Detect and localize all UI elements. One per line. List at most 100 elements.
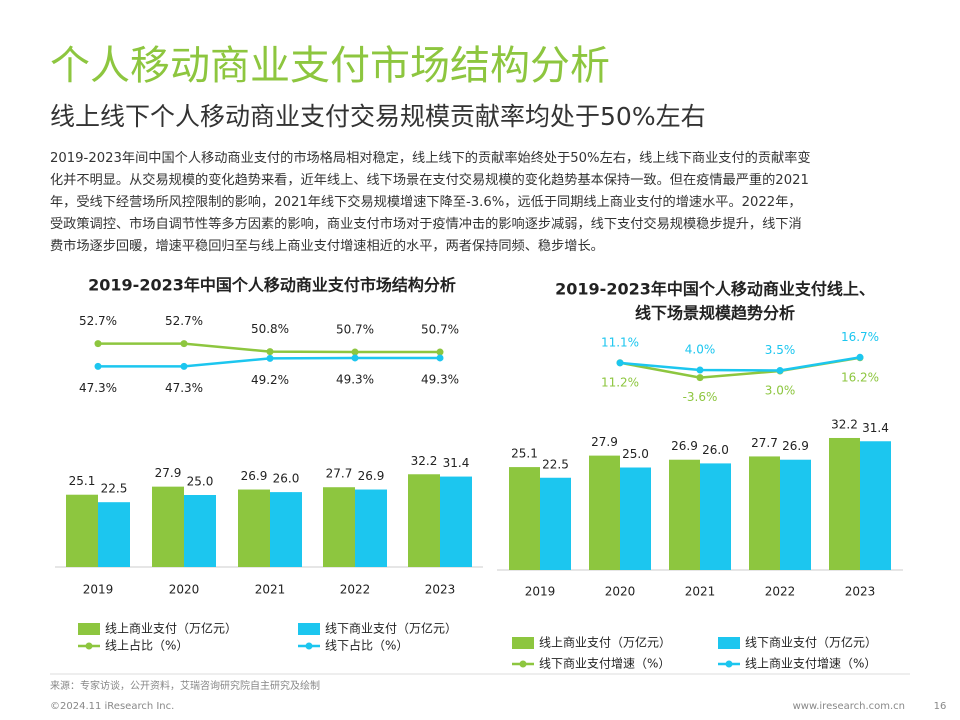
paragraph-line: 化并不明显。从交易规模的变化趋势来看，近年线上、线下场景在支付交易规模的变化趋势… bbox=[50, 171, 809, 188]
legend-swatch bbox=[725, 660, 733, 668]
line-point bbox=[436, 348, 444, 356]
slide-title: 个人移动商业支付市场结构分析 bbox=[50, 43, 610, 89]
line-value-label: 52.7% bbox=[79, 314, 117, 328]
line-value-label: 11.2% bbox=[601, 375, 639, 389]
line-point bbox=[696, 374, 704, 382]
line-point bbox=[776, 367, 784, 374]
legend-label: 线上占比（%） bbox=[105, 638, 188, 653]
website: www.iresearch.com.cn bbox=[793, 701, 905, 712]
line-point bbox=[856, 353, 864, 361]
paragraph-line: 受政策调控、市场自调节性等多方因素的影响，商业支付市场对于疫情冲击的影响逐步减弱… bbox=[50, 215, 802, 232]
slide-subtitle: 线上线下个人移动商业支付交易规模贡献率均处于50%左右 bbox=[50, 102, 706, 131]
bar bbox=[509, 467, 540, 570]
paragraph-line: 年，受线下经营场所风控限制的影响，2021年线下交易规模增速下降至-3.6%，远… bbox=[50, 193, 802, 210]
source: 来源：专家访谈，公开资料，艾瑞咨询研究院自主研究及绘制 bbox=[50, 679, 320, 692]
bar bbox=[780, 459, 811, 570]
x-tick-label: 2021 bbox=[685, 585, 716, 599]
bar-value-label: 26.0 bbox=[702, 443, 729, 457]
bar-value-label: 27.9 bbox=[591, 435, 618, 449]
line-point bbox=[266, 348, 274, 356]
legend-label: 线上商业支付（万亿元） bbox=[105, 621, 237, 636]
line-value-label: 49.3% bbox=[336, 372, 374, 386]
bar bbox=[669, 459, 700, 570]
line-value-label: 3.0% bbox=[765, 384, 796, 398]
bar-value-label: 27.7 bbox=[751, 436, 778, 450]
legend-swatch bbox=[512, 637, 534, 649]
bar bbox=[152, 486, 184, 567]
line-value-label: 50.8% bbox=[251, 322, 289, 336]
legend-swatch bbox=[305, 642, 313, 650]
line-point bbox=[94, 362, 102, 370]
bar bbox=[270, 492, 302, 567]
line-value-label: 50.7% bbox=[421, 323, 459, 337]
legend-swatch bbox=[298, 623, 320, 635]
line-point bbox=[266, 354, 274, 362]
line-value-label: 11.1% bbox=[601, 335, 639, 349]
legend-label: 线下商业支付（万亿元） bbox=[745, 635, 877, 650]
bar-value-label: 32.2 bbox=[411, 454, 438, 468]
chart-title: 2019-2023年中国个人移动商业支付市场结构分析 bbox=[88, 276, 456, 295]
line-value-label: -3.6% bbox=[683, 390, 718, 404]
bar bbox=[323, 487, 355, 567]
bar-value-label: 25.0 bbox=[187, 475, 214, 489]
bar bbox=[829, 437, 860, 570]
bar-value-label: 26.9 bbox=[782, 439, 809, 453]
line-value-label: 49.2% bbox=[251, 373, 289, 387]
line-value-label: 47.3% bbox=[165, 381, 203, 395]
line-point bbox=[94, 340, 102, 348]
line-point bbox=[696, 366, 704, 374]
legend-label: 线下商业支付增速（%） bbox=[539, 656, 670, 671]
legend-swatch bbox=[85, 642, 93, 650]
line-value-label: 3.5% bbox=[765, 343, 796, 357]
legend-label: 线上商业支付增速（%） bbox=[745, 656, 876, 671]
bar bbox=[749, 456, 780, 570]
line-value-label: 49.3% bbox=[421, 372, 459, 386]
bar bbox=[620, 467, 651, 570]
bar bbox=[238, 489, 270, 567]
x-tick-label: 2023 bbox=[845, 585, 876, 599]
x-tick-label: 2019 bbox=[525, 585, 556, 599]
chart-title: 线下场景规模趋势分析 bbox=[635, 304, 795, 323]
line-value-label: 16.2% bbox=[841, 370, 879, 384]
bar bbox=[66, 494, 98, 567]
bar-value-label: 26.0 bbox=[273, 472, 300, 486]
legend-swatch bbox=[78, 623, 100, 635]
page-number: 16 bbox=[934, 701, 947, 712]
x-tick-label: 2020 bbox=[605, 585, 636, 599]
line-value-label: 16.7% bbox=[841, 330, 879, 344]
bar-value-label: 26.9 bbox=[671, 439, 698, 453]
legend-label: 线下商业支付（万亿元） bbox=[325, 621, 457, 636]
line-point bbox=[180, 340, 188, 348]
bar-value-label: 25.1 bbox=[511, 447, 538, 461]
bar-value-label: 25.0 bbox=[622, 447, 649, 461]
bar bbox=[700, 463, 731, 570]
paragraph-line: 费市场逐步回暖，增速平稳回归至与线上商业支付增速相近的水平，两者保持同频、稳步增… bbox=[50, 237, 604, 254]
line bbox=[619, 356, 861, 379]
bar bbox=[589, 455, 620, 570]
bar-value-label: 26.9 bbox=[358, 469, 385, 483]
paragraph-line: 2019-2023年间中国个人移动商业支付的市场格局相对稳定，线上线下的贡献率始… bbox=[50, 149, 811, 166]
bar bbox=[355, 489, 387, 567]
bar-value-label: 27.7 bbox=[326, 467, 353, 481]
x-tick-label: 2019 bbox=[83, 583, 114, 597]
line-value-label: 47.3% bbox=[79, 381, 117, 395]
bar bbox=[184, 495, 216, 567]
bar bbox=[408, 474, 440, 567]
legend-label: 线上商业支付（万亿元） bbox=[539, 635, 671, 650]
bar-value-label: 32.2 bbox=[831, 417, 858, 431]
copyright: ©2024.11 iResearch Inc. bbox=[50, 701, 174, 712]
chart-title: 2019-2023年中国个人移动商业支付线上、 bbox=[555, 280, 875, 299]
line-value-label: 52.7% bbox=[165, 314, 203, 328]
line-point bbox=[180, 362, 188, 370]
line bbox=[619, 356, 861, 372]
line-point bbox=[351, 348, 359, 356]
line-point bbox=[436, 354, 444, 362]
line-point bbox=[351, 354, 359, 362]
bar-value-label: 31.4 bbox=[862, 421, 889, 435]
line-value-label: 4.0% bbox=[685, 343, 716, 357]
legend-swatch bbox=[718, 637, 740, 649]
x-tick-label: 2022 bbox=[765, 585, 796, 599]
bar-value-label: 22.5 bbox=[542, 457, 569, 471]
bar-value-label: 26.9 bbox=[241, 469, 268, 483]
